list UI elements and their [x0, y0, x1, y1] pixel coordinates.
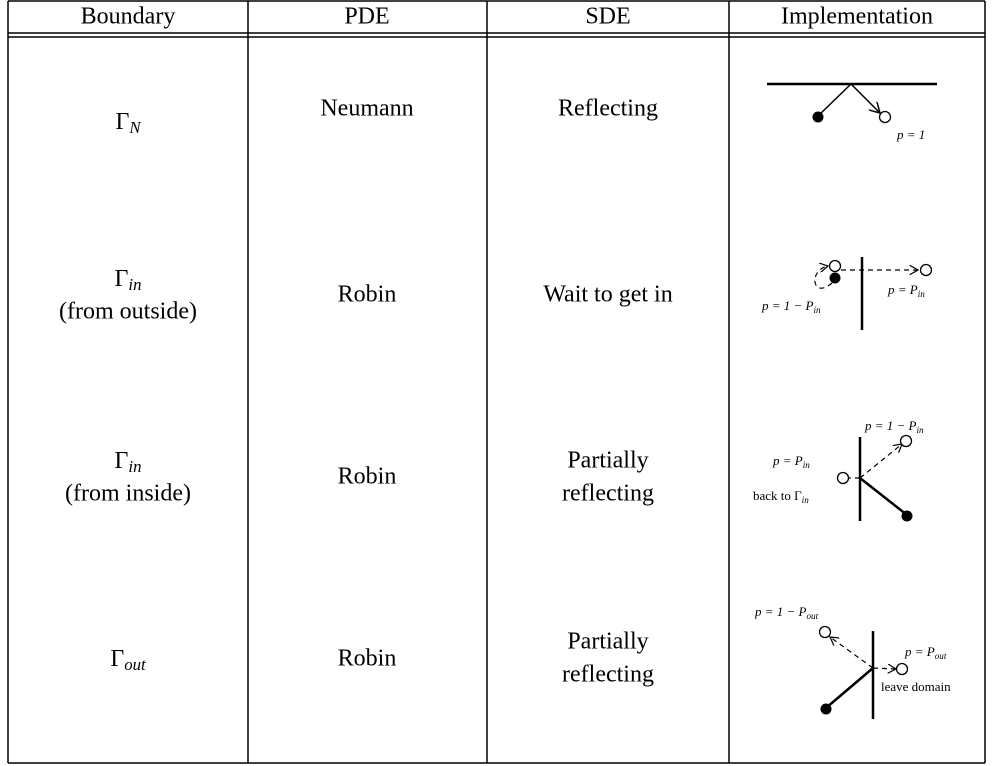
- label-main: p = 1 − P: [754, 604, 807, 619]
- path: [872, 668, 896, 669]
- label-main: p = P: [904, 644, 935, 659]
- label: p = Pin: [772, 453, 810, 470]
- path: [814, 266, 833, 289]
- pde: Robin: [338, 282, 397, 308]
- symbol: Γ: [115, 109, 129, 135]
- symbol: Γ: [115, 448, 129, 474]
- label: back to Γin: [753, 488, 809, 505]
- particle: [919, 263, 933, 277]
- header-cell: PDE: [344, 4, 389, 30]
- label-sub: out: [807, 611, 819, 621]
- path: [850, 83, 880, 113]
- label: p = 1 − Pin: [864, 418, 924, 435]
- label: p = 1 − Pout: [754, 604, 819, 621]
- label: p = 1: [896, 127, 925, 142]
- boundary: Γin: [115, 266, 142, 294]
- diagram: p = Pin p = 1 − Pin: [761, 257, 933, 330]
- particle: [828, 259, 842, 273]
- sde: Partially: [567, 629, 648, 655]
- boundary-note: (from inside): [65, 481, 191, 507]
- boundary: Γout: [110, 646, 146, 674]
- particle: [829, 272, 841, 284]
- label-main: p = P: [772, 453, 803, 468]
- particle: [899, 434, 913, 448]
- sde: Partially: [567, 448, 648, 474]
- diagram: p = 1 − Pout p = Pout leave domain: [754, 604, 951, 719]
- particle: [878, 110, 892, 124]
- label: p = Pout: [904, 644, 947, 661]
- label-main: p = 1 − P: [761, 298, 814, 313]
- sde: reflecting: [562, 481, 654, 507]
- particle: [901, 510, 913, 522]
- path: [859, 477, 908, 516]
- boundary: Γin: [115, 448, 142, 476]
- path: [859, 444, 902, 479]
- subscript: in: [128, 275, 141, 294]
- label-main: p = 1 − P: [864, 418, 917, 433]
- diagram: p = 1 − Pin p = Pin back to Γin: [753, 418, 924, 522]
- particle: [818, 625, 832, 639]
- subscript: N: [128, 118, 141, 137]
- sde: Reflecting: [558, 96, 658, 122]
- sde: reflecting: [562, 662, 654, 688]
- label: leave domain: [881, 679, 951, 694]
- table-rules: [7, 0, 986, 764]
- particle: [836, 471, 850, 485]
- path: [825, 667, 874, 709]
- symbol: Γ: [110, 646, 124, 672]
- particle: [895, 662, 909, 676]
- label-sub: in: [918, 289, 926, 299]
- diagram: p = 1: [767, 82, 937, 142]
- pde: Robin: [338, 646, 397, 672]
- label-sub: in: [803, 460, 811, 470]
- label-sub: in: [814, 305, 822, 315]
- path: [830, 637, 874, 669]
- label-sub: in: [802, 495, 810, 505]
- pde: Neumann: [320, 96, 413, 122]
- label: p = 1 − Pin: [761, 298, 821, 315]
- pde: Robin: [338, 464, 397, 490]
- symbol: Γ: [115, 266, 129, 292]
- label-main: p = P: [887, 282, 918, 297]
- label: p = Pin: [887, 282, 925, 299]
- label-sub: in: [917, 425, 925, 435]
- sde: Wait to get in: [543, 282, 672, 308]
- particle: [812, 111, 824, 123]
- label-sub: out: [935, 651, 947, 661]
- boundary-note: (from outside): [59, 299, 197, 325]
- header-cell: SDE: [585, 4, 630, 30]
- boundary: ΓN: [115, 109, 141, 137]
- header-cell: Implementation: [781, 4, 933, 30]
- label-main: back to Γ: [753, 488, 802, 503]
- subscript: out: [124, 655, 146, 674]
- header-cell: Boundary: [81, 4, 176, 30]
- subscript: in: [128, 457, 141, 476]
- particle: [820, 703, 832, 715]
- path: [817, 83, 852, 117]
